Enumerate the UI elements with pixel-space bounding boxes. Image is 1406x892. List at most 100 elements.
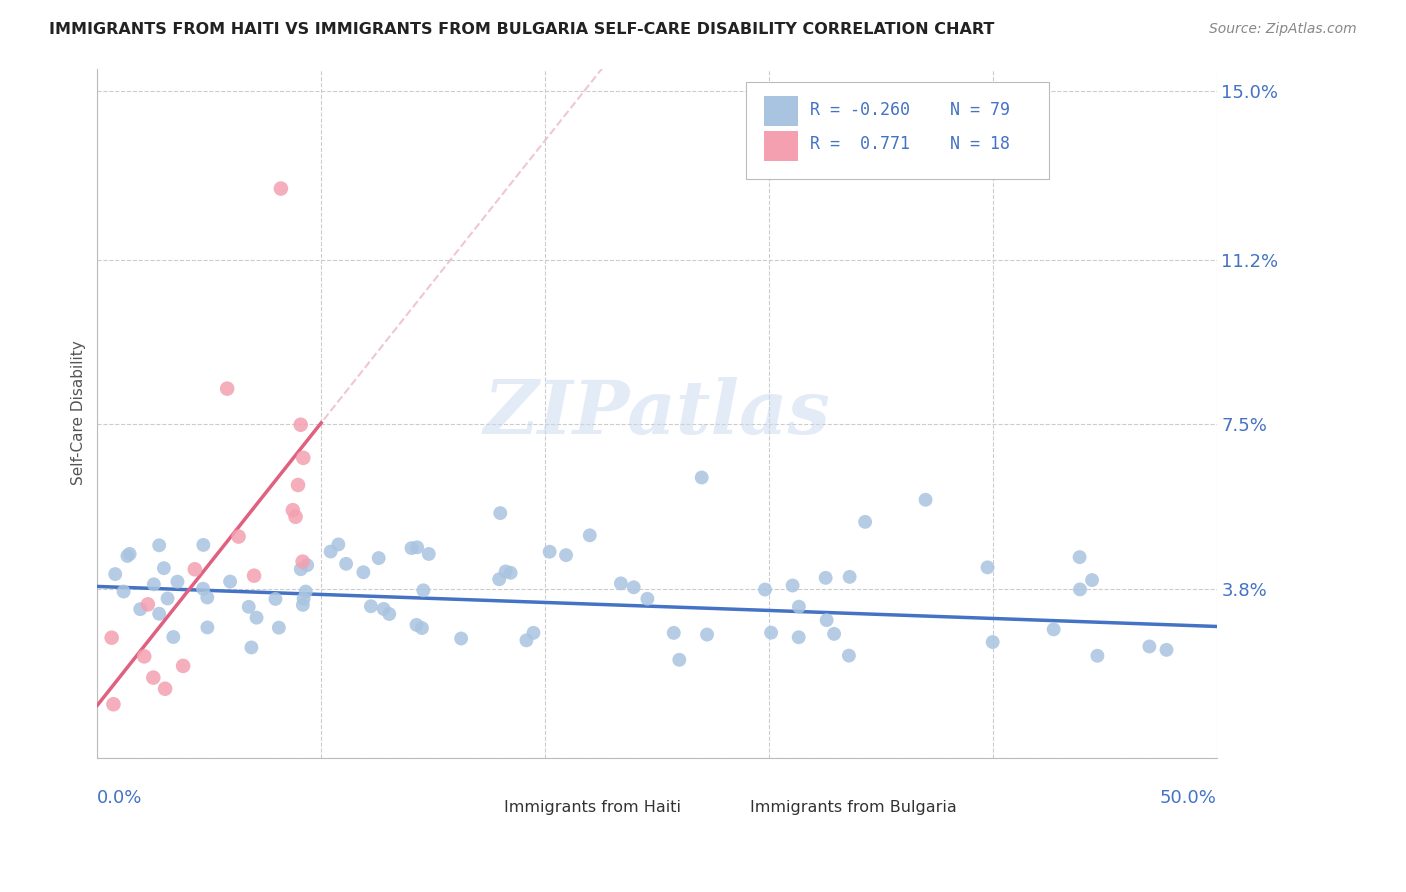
Point <box>328 537 350 551</box>
Point <box>489 506 512 520</box>
Point <box>103 698 125 712</box>
Point <box>838 648 860 663</box>
Point <box>1156 643 1178 657</box>
Point <box>191 582 214 596</box>
Point <box>287 478 309 492</box>
Point <box>166 574 188 589</box>
Text: 0.0%: 0.0% <box>97 789 143 806</box>
Point <box>184 562 207 576</box>
Point <box>134 649 156 664</box>
Point <box>136 598 159 612</box>
Text: R = -0.260    N = 79: R = -0.260 N = 79 <box>810 101 1011 119</box>
Point <box>538 545 561 559</box>
Point <box>335 557 357 571</box>
Point <box>360 599 382 614</box>
Text: Immigrants from Haiti: Immigrants from Haiti <box>503 800 681 814</box>
Text: R =  0.771    N = 18: R = 0.771 N = 18 <box>810 136 1011 153</box>
Point <box>292 591 315 606</box>
Point <box>976 560 998 574</box>
Point <box>290 562 312 576</box>
Point <box>172 659 194 673</box>
FancyBboxPatch shape <box>765 130 799 161</box>
Point <box>1087 648 1109 663</box>
FancyBboxPatch shape <box>465 797 496 819</box>
Point <box>193 538 215 552</box>
Text: 50.0%: 50.0% <box>1160 789 1216 806</box>
Point <box>217 382 239 396</box>
Y-axis label: Self-Care Disability: Self-Care Disability <box>72 341 86 485</box>
Point <box>129 602 152 616</box>
Point <box>243 568 266 582</box>
Point <box>782 578 804 592</box>
Point <box>754 582 776 597</box>
Point <box>1069 550 1091 565</box>
Point <box>228 530 250 544</box>
Point <box>610 576 633 591</box>
Point <box>142 671 165 685</box>
FancyBboxPatch shape <box>765 96 799 127</box>
Point <box>1042 623 1064 637</box>
Point <box>662 626 685 640</box>
Point <box>815 613 838 627</box>
Point <box>838 570 860 584</box>
Point <box>219 574 242 589</box>
Point <box>245 610 267 624</box>
Point <box>291 598 314 612</box>
Point <box>240 640 263 655</box>
Point <box>450 632 472 646</box>
Point <box>696 627 718 641</box>
Point <box>112 584 135 599</box>
Point <box>981 635 1004 649</box>
Point <box>814 571 837 585</box>
Point <box>853 515 876 529</box>
Point <box>499 566 522 580</box>
Point <box>118 547 141 561</box>
Point <box>787 599 810 614</box>
Point <box>406 541 429 555</box>
Point <box>636 591 658 606</box>
Point <box>495 565 517 579</box>
Point <box>405 618 427 632</box>
Point <box>759 625 782 640</box>
Point <box>367 551 389 566</box>
Point <box>319 544 342 558</box>
Point <box>291 555 314 569</box>
Point <box>522 625 544 640</box>
Point <box>668 653 690 667</box>
Point <box>197 620 219 634</box>
Point <box>411 621 433 635</box>
Point <box>1069 582 1091 597</box>
Text: Source: ZipAtlas.com: Source: ZipAtlas.com <box>1209 22 1357 37</box>
Point <box>401 541 423 555</box>
Point <box>264 591 287 606</box>
Point <box>1137 640 1160 654</box>
Point <box>195 591 218 605</box>
Point <box>153 681 176 696</box>
Text: ZIPatlas: ZIPatlas <box>484 376 831 450</box>
Point <box>823 627 845 641</box>
Point <box>100 631 122 645</box>
Point <box>515 633 537 648</box>
Text: Immigrants from Bulgaria: Immigrants from Bulgaria <box>749 800 956 814</box>
Point <box>117 549 139 563</box>
Point <box>295 558 318 573</box>
Point <box>578 528 600 542</box>
Point <box>412 583 434 598</box>
Point <box>148 607 170 621</box>
FancyBboxPatch shape <box>747 82 1049 178</box>
Point <box>294 584 316 599</box>
Point <box>270 181 292 195</box>
Point <box>418 547 440 561</box>
Point <box>267 621 290 635</box>
Point <box>162 630 184 644</box>
Point <box>290 417 312 432</box>
Point <box>238 599 260 614</box>
Point <box>690 470 713 484</box>
Point <box>787 630 810 644</box>
Point <box>148 538 170 552</box>
Point <box>156 591 179 606</box>
Point <box>373 602 395 616</box>
Point <box>352 566 374 580</box>
FancyBboxPatch shape <box>711 797 742 819</box>
Point <box>914 492 936 507</box>
